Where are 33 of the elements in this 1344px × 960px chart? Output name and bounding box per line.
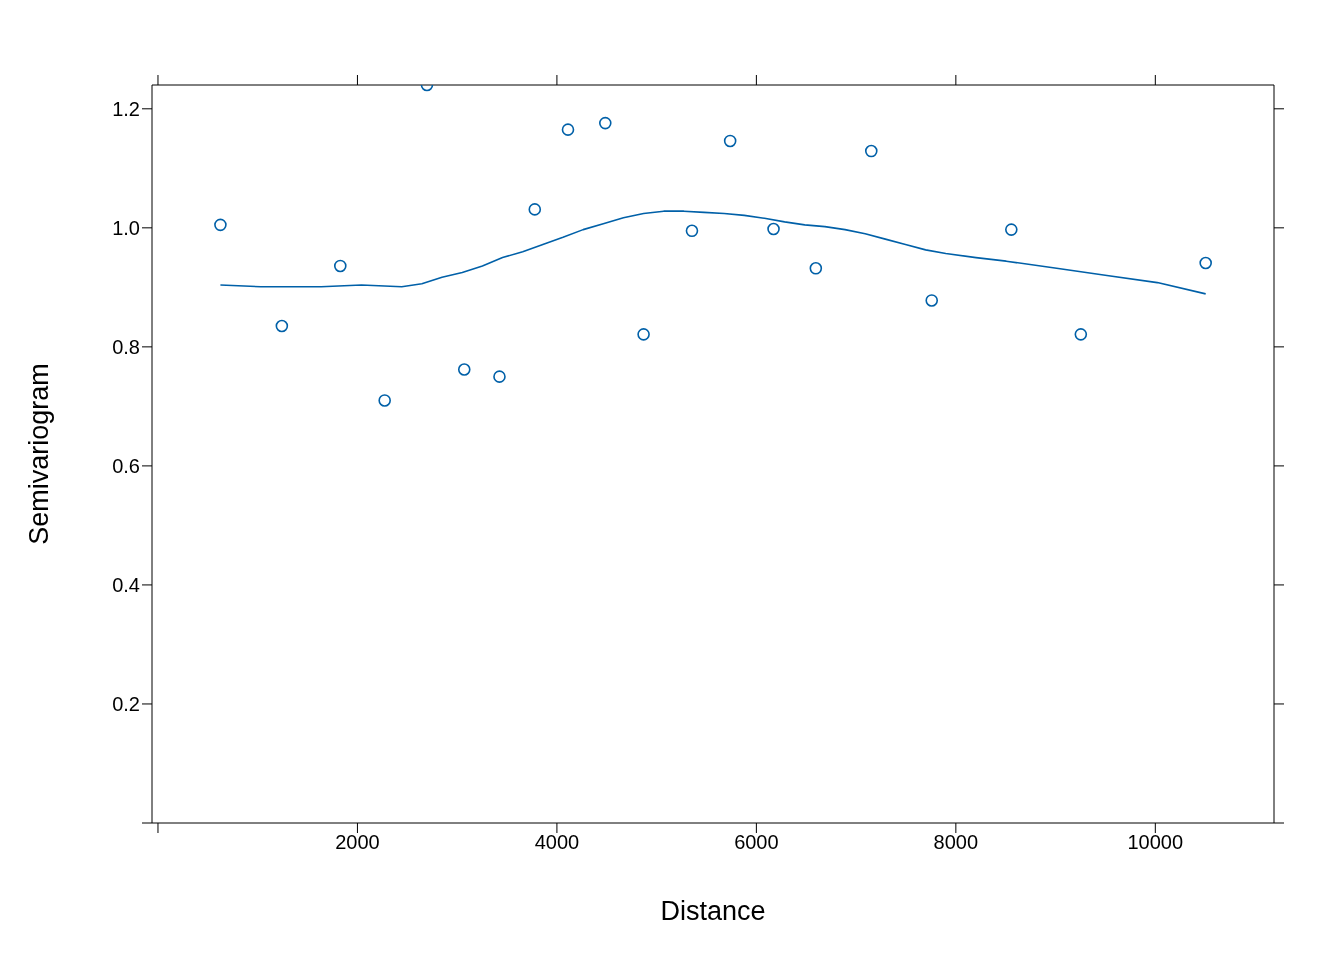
y-axis-title: Semivariogram: [23, 363, 54, 545]
point: [685, 224, 699, 238]
point: [1074, 328, 1088, 341]
point: [493, 370, 506, 383]
point: [723, 134, 737, 148]
point: [334, 259, 347, 273]
point: [637, 328, 650, 341]
point: [598, 116, 612, 130]
point: [528, 203, 542, 216]
x-tick-label: 8000: [933, 831, 979, 854]
y-tick-label: 1.2: [112, 97, 140, 120]
x-axis-title: Distance: [660, 896, 766, 926]
point: [378, 394, 391, 407]
point: [457, 363, 471, 376]
x-tick-label: 4000: [534, 831, 580, 854]
y-tick-label: 0.2: [112, 693, 140, 716]
point: [767, 222, 780, 236]
y-tick-label: 0.8: [112, 335, 140, 358]
point: [1199, 256, 1212, 270]
point: [864, 144, 878, 158]
line-series: [219, 210, 1207, 295]
x-tick-label: 10000: [1127, 831, 1184, 854]
point: [809, 262, 823, 275]
point: [925, 294, 939, 307]
y-tick-label: 1.0: [112, 216, 140, 239]
point: [561, 123, 575, 136]
x-tick-label: 6000: [734, 831, 779, 854]
point: [275, 319, 289, 333]
x-tick-label: 2000: [335, 831, 380, 854]
point: [214, 218, 227, 232]
y-tick-label: 0.6: [112, 455, 140, 477]
point: [1005, 223, 1018, 236]
y-tick-label: 0.4: [112, 574, 140, 597]
